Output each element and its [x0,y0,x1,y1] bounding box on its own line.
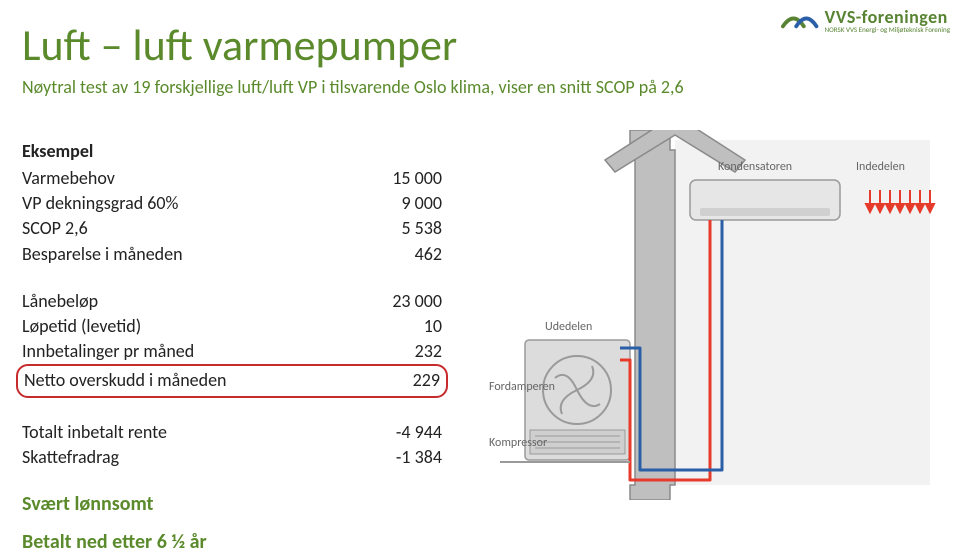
brand-logo: VVS-foreningen NORSK VVS Energi- og Milj… [781,6,950,34]
heatpump-diagram: Kondensatoren Indedelen Udedelen Fordamp… [470,130,940,500]
data-tables: Eksempel Varmebehov 15 000 VP dekningsgr… [22,140,442,554]
row-label: Innbetalinger pr måned [22,339,352,364]
table-row: Innbetalinger pr måned 232 [22,339,442,364]
row-label: Totalt inbetalt rente [22,420,352,445]
example-heading: Eksempel [22,140,442,162]
row-label: Løpetid (levetid) [22,314,352,339]
table-row-highlighted: Netto overskudd i måneden 229 [16,364,448,397]
slide-title: Luft – luft varmepumper [22,18,457,72]
table-row: Besparelse i måneden 462 [22,242,442,267]
row-value: 462 [352,242,442,267]
row-label: SCOP 2,6 [22,216,352,241]
loan-block: Lånebeløp 23 000 Løpetid (levetid) 10 In… [22,289,442,398]
row-label: VP dekningsgrad 60% [22,191,352,216]
example-block: Eksempel Varmebehov 15 000 VP dekningsgr… [22,140,442,267]
row-value: -4 944 [352,420,442,445]
brand-logo-mark [781,6,819,34]
diagram-label-kompressor: Kompressor [489,436,547,450]
table-row: Løpetid (levetid) 10 [22,314,442,339]
diagram-label-udedelen: Udedelen [545,320,592,334]
diagram-label-fordamperen: Fordamperen [489,380,555,394]
brand-subtitle: NORSK VVS Energi- og Miljøteknisk Foreni… [825,26,950,33]
row-label: Netto overskudd i måneden [24,368,350,393]
row-label: Varmebehov [22,166,352,191]
table-row: Skattefradrag -1 384 [22,445,442,470]
row-value: 229 [350,368,440,393]
emphasis-payback: Betalt ned etter 6 ½ år [22,530,442,554]
row-label: Besparelse i måneden [22,242,352,267]
row-value: -1 384 [352,445,442,470]
row-value: 10 [352,314,442,339]
row-value: 9 000 [352,191,442,216]
row-value: 5 538 [352,216,442,241]
table-row: Totalt inbetalt rente -4 944 [22,420,442,445]
diagram-label-indedelen: Indedelen [856,160,905,174]
row-value: 23 000 [352,289,442,314]
totals-block: Totalt inbetalt rente -4 944 Skattefradr… [22,420,442,470]
brand-name: VVS-foreningen [825,8,950,26]
diagram-label-kondensatoren: Kondensatoren [718,160,792,174]
row-value: 232 [352,339,442,364]
row-label: Skattefradrag [22,445,352,470]
row-value: 15 000 [352,166,442,191]
table-row: Lånebeløp 23 000 [22,289,442,314]
slide-subtitle: Nøytral test av 19 forskjellige luft/luf… [22,76,684,98]
table-row: SCOP 2,6 5 538 [22,216,442,241]
row-label: Lånebeløp [22,289,352,314]
table-row: Varmebehov 15 000 [22,166,442,191]
table-row: VP dekningsgrad 60% 9 000 [22,191,442,216]
emphasis-profitable: Svært lønnsomt [22,492,442,516]
